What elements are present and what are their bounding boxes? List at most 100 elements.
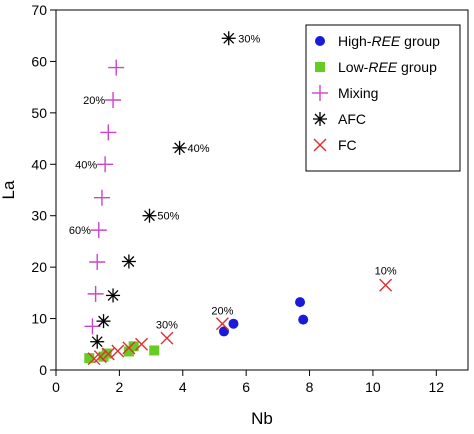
data-point [295,297,306,308]
annotation-layer: 20% 40% 60% 30% 40% 50% 10% 20% 30% [69,33,397,331]
data-point [142,208,157,223]
data-point [172,140,187,155]
data-point [87,285,104,302]
x-axis-title: Nb [251,409,273,428]
data-point [100,124,117,141]
legend-marker-stroke-b [313,138,327,152]
legend-label-part: group [397,59,437,75]
data-point [215,317,229,331]
data-point [122,341,136,355]
y-tick-label: 70 [31,2,47,18]
series-circle [218,297,309,337]
data-point-shape [218,326,229,337]
legend-item: Mixing [312,85,378,101]
y-axis-ticks: 0 10 20 30 40 50 60 70 [31,2,56,378]
series-star [90,31,236,349]
legend-label: FC [338,137,357,153]
data-point [123,346,134,357]
legend-box [305,24,461,172]
data-point-stroke-b [111,344,125,358]
data-series-layer [84,31,393,366]
data-point-stroke-d2 [91,336,103,348]
data-point [84,353,95,364]
data-point [105,92,122,108]
percent-annotation: 40% [75,159,97,171]
data-point-stroke-d2 [98,315,109,327]
percent-annotation: 30% [238,33,260,45]
legend-item: High-REE group [315,33,440,49]
x-tick-label: 4 [179,379,187,395]
data-point [101,347,115,361]
y-tick-label: 30 [31,208,47,224]
data-point [84,318,101,335]
y-tick-label: 60 [31,53,47,69]
percent-annotation: 20% [83,95,105,107]
data-point-stroke-b [93,350,107,364]
y-tick-label: 40 [31,156,47,172]
series-x [87,278,393,366]
x-axis-ticks: 0 2 4 6 8 10 12 [52,370,444,395]
data-point-shape [123,346,134,357]
percent-annotation: 40% [188,143,210,155]
data-point [160,331,174,345]
legend-marker [313,138,327,152]
legend-label-part: REE [371,33,400,49]
data-point-stroke-d2 [123,256,135,267]
data-point [149,345,160,356]
percent-annotation: 20% [211,305,233,317]
legend-item: Low-REE group [315,59,437,75]
legend-item: AFC [313,111,366,127]
legend-label-part: High- [338,33,372,49]
data-point [90,334,105,349]
legend-marker-stroke-d2 [314,113,326,125]
data-point [218,326,229,337]
legend-label-part: REE [368,59,397,75]
data-point-shape [228,318,239,329]
data-point [101,348,112,359]
y-tick-label: 20 [31,259,47,275]
series-plus [84,59,125,335]
data-point-stroke-b [215,317,229,331]
legend-marker [313,112,327,126]
percent-annotation: 10% [375,266,397,278]
percent-annotation: 60% [69,225,91,237]
data-point [298,314,309,325]
legend-marker-shape [315,36,325,46]
data-point-stroke-b [101,347,115,361]
data-point [379,278,393,292]
legend-label-part: group [400,33,440,49]
data-point [221,31,236,46]
data-point-stroke-b [122,341,136,355]
x-tick-label: 2 [115,379,123,395]
x-tick-label: 6 [242,379,250,395]
data-point-shape [101,348,112,359]
legend-marker [315,62,325,72]
data-point [121,254,136,269]
legend-marker [312,85,328,101]
data-point [90,222,107,239]
legend-label-part: Mixing [338,85,378,101]
legend-label-part: AFC [338,111,366,127]
y-tick-label: 50 [31,105,47,121]
data-point [89,254,106,270]
data-point [128,341,139,352]
plot-frame [55,9,469,371]
x-tick-label: 12 [429,379,445,395]
y-tick-label: 10 [31,311,47,327]
data-point [93,189,110,206]
data-point [106,288,121,303]
data-point-shape [84,353,95,364]
data-point [93,350,107,364]
x-tick-label: 0 [52,379,60,395]
legend-label: Low-REE group [338,59,437,75]
legend-label: Mixing [338,85,378,101]
legend-marker [315,36,325,46]
data-point-stroke-b [160,331,174,345]
legend-marker-shape [315,62,325,72]
data-point [108,59,125,76]
data-point-shape [128,341,139,352]
data-point-shape [295,297,306,308]
data-point [97,156,114,173]
